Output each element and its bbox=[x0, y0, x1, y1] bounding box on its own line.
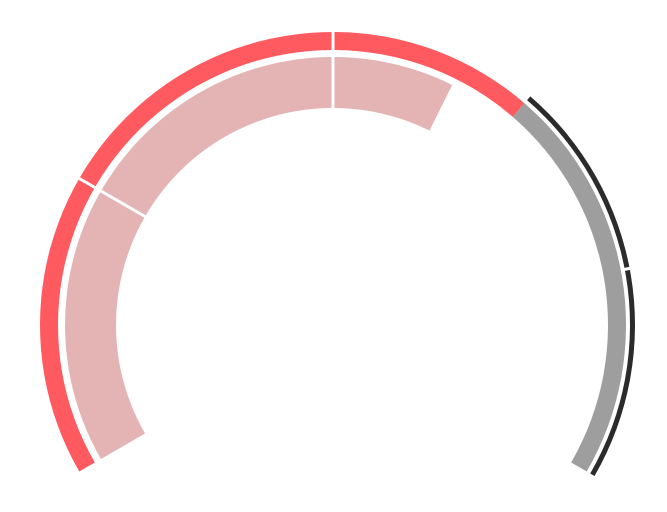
separators-group bbox=[75, 29, 633, 272]
outer-band-group bbox=[39, 31, 627, 472]
outer-band-filled bbox=[39, 31, 525, 472]
marker-band-separator-1 bbox=[621, 266, 633, 272]
outer-band-separator-1 bbox=[75, 175, 99, 191]
outer-band-remaining bbox=[512, 103, 627, 472]
inner-track-group bbox=[65, 57, 453, 460]
inner-track-separator-1 bbox=[97, 188, 149, 220]
inner-track-band bbox=[65, 57, 453, 460]
